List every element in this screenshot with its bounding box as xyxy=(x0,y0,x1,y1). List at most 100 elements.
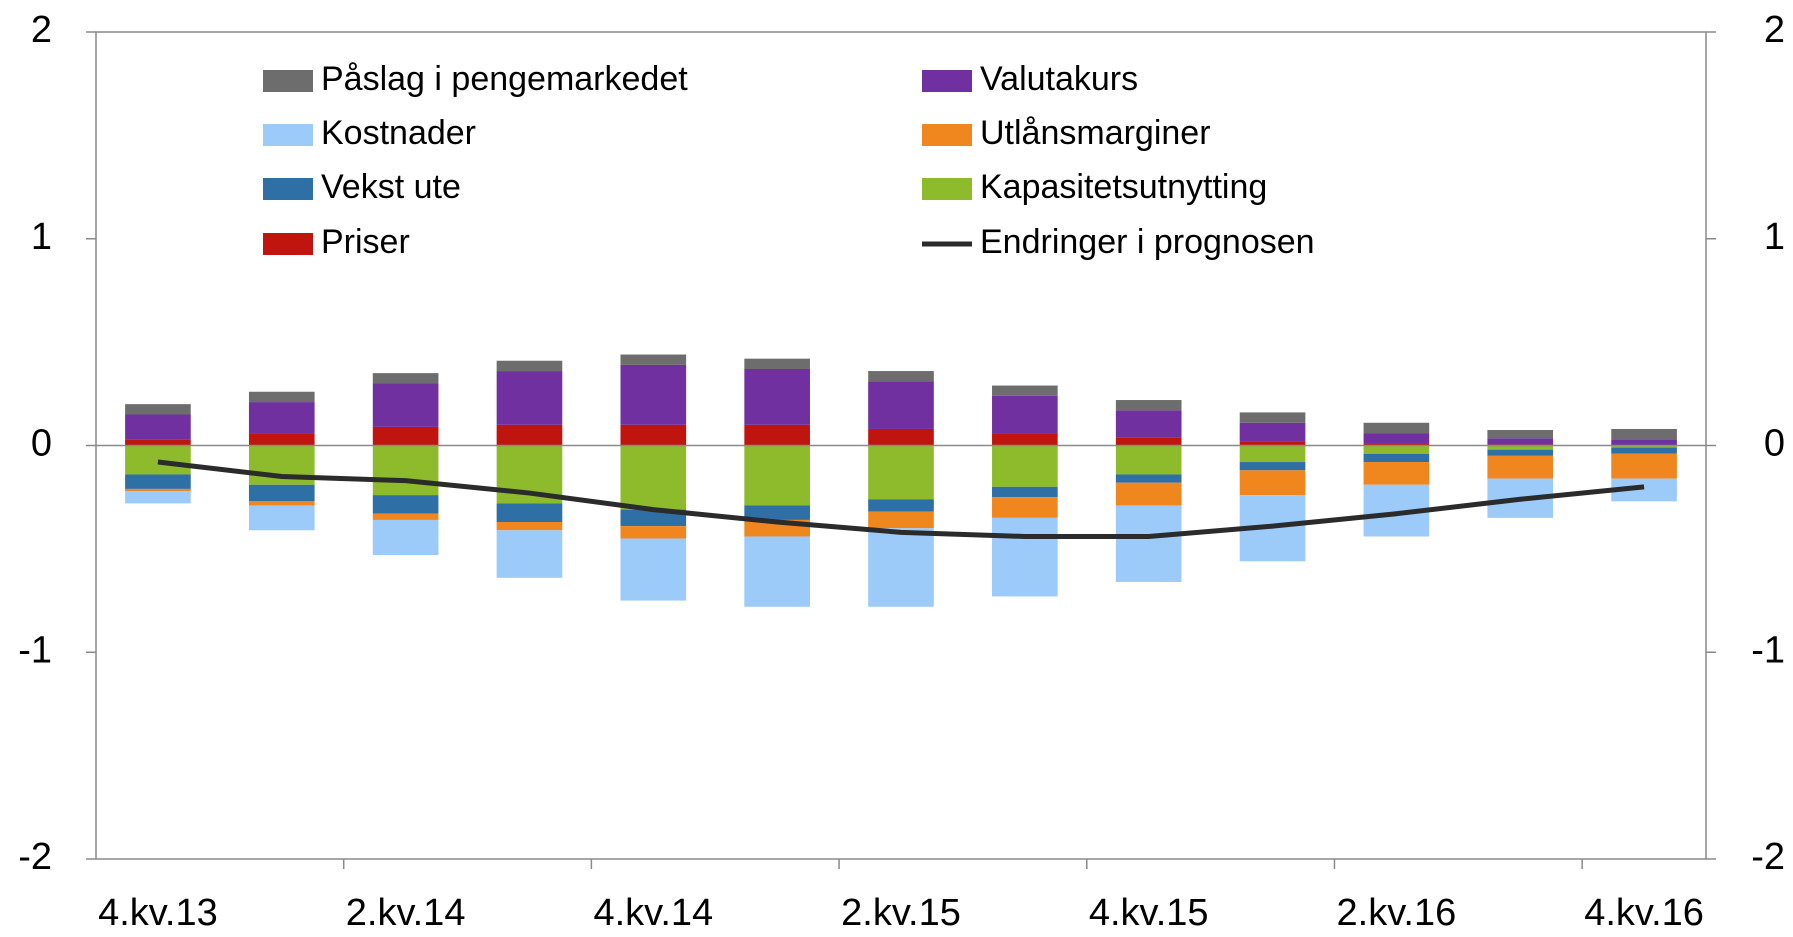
x-tick-label: 4.kv.14 xyxy=(593,892,713,934)
bar-segment xyxy=(496,521,563,531)
bar-segment xyxy=(868,528,934,607)
bar-segment xyxy=(1611,478,1677,502)
bar-segment xyxy=(248,391,315,403)
bar-segment xyxy=(1239,412,1306,423)
bar-segment xyxy=(125,414,191,440)
bar-segment xyxy=(744,445,810,506)
bar-segment xyxy=(1239,445,1306,463)
bar-segment xyxy=(1115,505,1182,582)
bar-segment xyxy=(868,428,934,446)
bar-segment xyxy=(1611,445,1677,448)
y-tick-label: -2 xyxy=(18,836,52,878)
bar-segment xyxy=(1611,428,1677,440)
bar-segment xyxy=(1363,443,1430,446)
bar-segment xyxy=(125,439,191,446)
legend-swatch xyxy=(263,233,313,255)
bar-segment xyxy=(1115,410,1182,438)
bar-segment xyxy=(744,536,810,607)
forecast-line xyxy=(157,459,1645,539)
x-tick-label: 4.kv.13 xyxy=(98,892,218,934)
bar-segment xyxy=(1239,422,1306,442)
y-tick-label: 1 xyxy=(31,216,52,258)
bar-segment xyxy=(248,402,315,434)
legend-swatch xyxy=(922,178,972,200)
bar-segment xyxy=(125,488,191,491)
x-tick-label: 4.kv.15 xyxy=(1089,892,1209,934)
bar-segment xyxy=(248,505,315,531)
bar-segment xyxy=(868,445,934,500)
bar-segment xyxy=(1611,447,1677,454)
bar-segment xyxy=(372,445,439,496)
bar-segment xyxy=(1487,445,1554,450)
legend-label: Valutakurs xyxy=(980,60,1138,98)
bar-segment xyxy=(372,519,439,556)
bar-segment xyxy=(1487,438,1554,445)
bar-segment xyxy=(1115,474,1182,483)
bar-segment xyxy=(1611,439,1677,446)
x-tick-label: 2.kv.16 xyxy=(1337,892,1457,934)
bar-segment xyxy=(1363,445,1430,454)
bar-segment xyxy=(868,511,934,529)
y2-tick-label: -1 xyxy=(1751,629,1785,671)
bar-segment xyxy=(1115,445,1182,475)
y-tick-label: 0 xyxy=(31,423,52,465)
bar-segment xyxy=(125,474,191,489)
bar-segment xyxy=(744,369,810,425)
legend-label: Påslag i pengemarkedet xyxy=(321,60,688,98)
bar-segment xyxy=(620,364,687,425)
bar-segment xyxy=(744,505,810,520)
bar-segment xyxy=(1487,429,1554,439)
y-tick-label: -1 xyxy=(18,629,52,671)
bar-segment xyxy=(992,497,1058,518)
bar-segment xyxy=(1487,449,1554,456)
bar-segment xyxy=(1239,470,1306,496)
bar-segment xyxy=(496,530,563,578)
legend-label: Priser xyxy=(321,223,410,261)
bar-segment xyxy=(372,383,439,427)
bar-segment xyxy=(125,490,191,504)
bar-segment xyxy=(620,538,687,601)
bar-segment xyxy=(372,513,439,520)
bar-segment xyxy=(1363,462,1430,485)
y2-tick-label: 0 xyxy=(1764,423,1785,465)
bar-segment xyxy=(496,371,563,425)
bar-segment xyxy=(868,499,934,512)
bar-segment xyxy=(1487,455,1554,479)
bar-segment xyxy=(1363,433,1430,444)
bar-segment xyxy=(372,495,439,514)
bar-segment xyxy=(1363,422,1430,434)
bar-segment xyxy=(372,373,439,384)
legend-label: Kapasitetsutnytting xyxy=(980,168,1267,206)
bar-segment xyxy=(1239,462,1306,471)
bar-segment xyxy=(620,526,687,539)
legend-swatch xyxy=(263,178,313,200)
bar-segment xyxy=(125,445,191,475)
bar-segment xyxy=(496,503,563,522)
bar-segment xyxy=(992,486,1058,498)
bar-segment xyxy=(620,354,687,365)
x-tick-label: 2.kv.15 xyxy=(841,892,961,934)
bar-segment xyxy=(1239,441,1306,446)
bar-segment xyxy=(744,424,810,446)
bar-segment xyxy=(496,424,563,446)
bar-segment xyxy=(744,358,810,370)
legend-label: Endringer i prognosen xyxy=(980,223,1315,261)
bar-segment xyxy=(248,501,315,506)
y2-tick-label: 1 xyxy=(1764,216,1785,258)
legend-swatch xyxy=(922,70,972,92)
y2-tick-label: 2 xyxy=(1764,9,1785,51)
legend-swatch xyxy=(263,124,313,146)
bar-segment xyxy=(248,433,315,446)
bar-segment xyxy=(620,424,687,446)
y2-tick-label: -2 xyxy=(1751,836,1785,878)
bar-segment xyxy=(248,484,315,502)
bar-segment xyxy=(992,385,1058,396)
legend-swatch xyxy=(922,124,972,146)
bar-segment xyxy=(1115,482,1182,506)
bar-segment xyxy=(992,517,1058,597)
x-tick-label: 4.kv.16 xyxy=(1584,892,1704,934)
bar-segment xyxy=(1363,453,1430,463)
bar-segment xyxy=(992,395,1058,434)
legend-label: Utlånsmarginer xyxy=(980,114,1211,152)
